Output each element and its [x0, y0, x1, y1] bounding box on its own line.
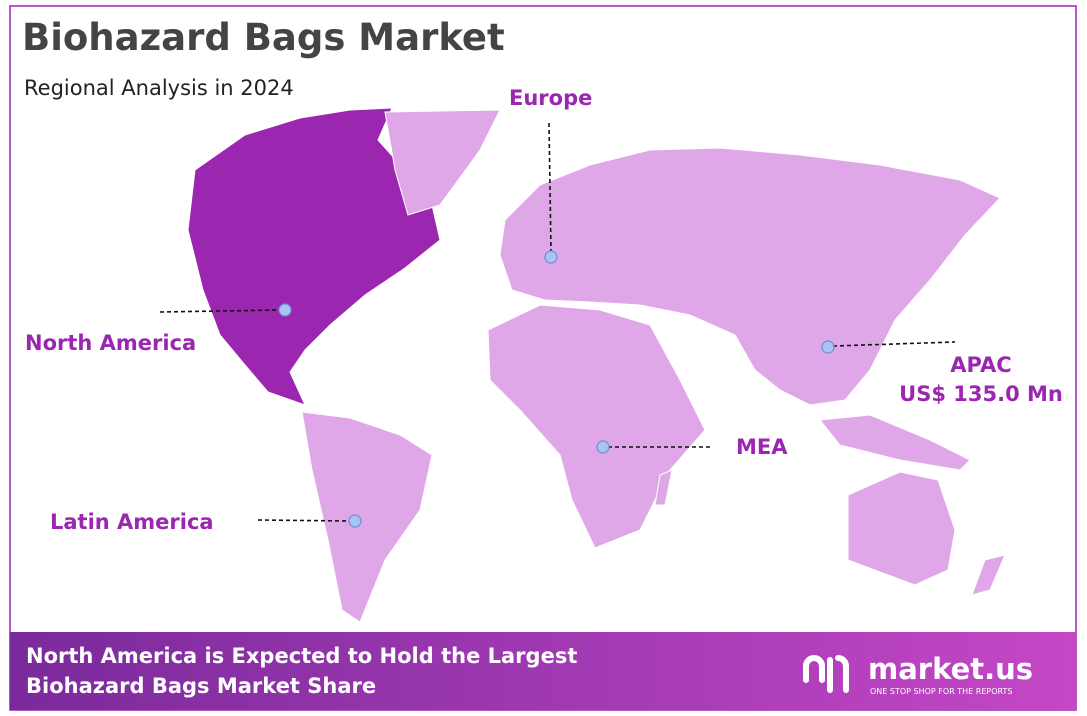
- marker: [278, 303, 292, 317]
- south-america-shape: [301, 411, 433, 623]
- brand: market.us: [868, 652, 1033, 686]
- logo-icon: [803, 655, 849, 693]
- tagline: ONE STOP SHOP FOR THE REPORTS: [870, 687, 1012, 696]
- subtitle: Regional Analysis in 2024: [24, 76, 294, 100]
- marker: [596, 440, 610, 454]
- madagascar-shape: [654, 469, 673, 506]
- new-zealand-shape: [971, 554, 1006, 596]
- australia-shape: [847, 471, 956, 586]
- marker: [821, 340, 835, 354]
- leader-line: [257, 519, 351, 522]
- logo: market.us ONE STOP SHOP FOR THE REPORTS: [803, 652, 1033, 696]
- africa-shape: [487, 304, 706, 549]
- marker: [348, 514, 362, 528]
- region-value: US$ 135.0 Mn: [899, 382, 1063, 406]
- leader-line: [832, 341, 956, 347]
- greenland-shape: [384, 109, 501, 216]
- footer-headline: Biohazard Bags Market Share: [26, 674, 376, 698]
- region-label: MEA: [736, 435, 788, 459]
- callouts: North America Europe APAC US$ 135.0 Mn M…: [25, 86, 1063, 534]
- marker: [544, 250, 558, 264]
- eurasia-shape: [499, 147, 1001, 406]
- footer-band: [10, 632, 1076, 710]
- title: Biohazard Bags Market: [22, 16, 505, 59]
- region-label: Latin America: [50, 510, 214, 534]
- north-america-shape: [187, 107, 441, 406]
- footer-headline: North America is Expected to Hold the La…: [26, 644, 577, 668]
- world-map: [187, 107, 1006, 623]
- region-label: Europe: [509, 86, 592, 110]
- leader-line: [548, 122, 552, 253]
- region-label: APAC: [950, 353, 1011, 377]
- leader-line: [159, 309, 281, 313]
- region-label: North America: [25, 331, 196, 355]
- indonesia-shape: [819, 414, 971, 471]
